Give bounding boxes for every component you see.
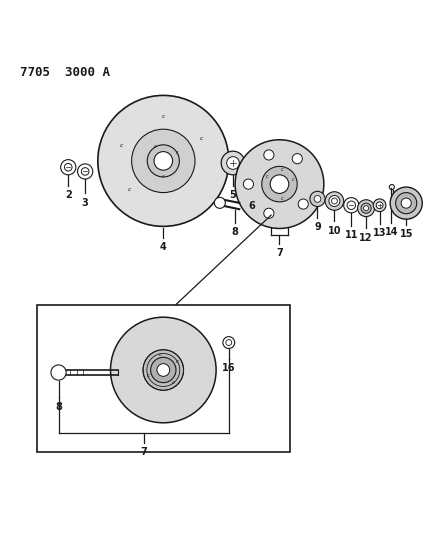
Text: 14: 14 — [385, 227, 398, 237]
Circle shape — [157, 364, 169, 376]
Circle shape — [151, 357, 176, 383]
Circle shape — [227, 157, 239, 169]
Text: c: c — [281, 167, 283, 173]
Circle shape — [143, 350, 184, 390]
Circle shape — [81, 168, 89, 175]
Circle shape — [247, 169, 257, 178]
Text: c: c — [281, 196, 283, 201]
Text: 6: 6 — [249, 201, 256, 211]
Circle shape — [298, 199, 308, 209]
Circle shape — [358, 200, 374, 216]
Circle shape — [262, 166, 297, 202]
Circle shape — [270, 175, 289, 193]
Circle shape — [154, 151, 172, 170]
Text: 12: 12 — [360, 233, 373, 243]
Circle shape — [132, 129, 195, 192]
Text: 7705  3000 A: 7705 3000 A — [20, 66, 110, 79]
Text: c: c — [172, 380, 175, 385]
Circle shape — [331, 198, 337, 204]
Circle shape — [292, 154, 302, 164]
Text: 10: 10 — [328, 225, 341, 236]
Circle shape — [243, 164, 262, 183]
Text: c: c — [128, 187, 131, 192]
Text: 11: 11 — [345, 230, 358, 240]
Text: c: c — [162, 114, 165, 119]
Circle shape — [77, 164, 93, 179]
Circle shape — [363, 206, 369, 211]
Circle shape — [147, 145, 179, 177]
Circle shape — [264, 208, 274, 219]
Text: 8: 8 — [232, 228, 238, 237]
Circle shape — [361, 203, 371, 213]
Circle shape — [221, 151, 245, 175]
Text: 16: 16 — [222, 363, 235, 373]
Circle shape — [401, 198, 411, 208]
Text: c: c — [154, 144, 157, 149]
Circle shape — [61, 159, 76, 175]
Circle shape — [376, 202, 383, 208]
Text: 5: 5 — [230, 190, 236, 200]
Text: 13: 13 — [373, 229, 386, 238]
Text: c: c — [159, 352, 162, 357]
Circle shape — [65, 164, 72, 171]
Circle shape — [325, 192, 344, 211]
Circle shape — [390, 187, 422, 219]
Text: c: c — [200, 136, 203, 141]
Text: 7: 7 — [140, 447, 147, 457]
Circle shape — [347, 201, 356, 209]
Circle shape — [235, 140, 324, 229]
Circle shape — [314, 196, 321, 203]
Text: c: c — [120, 143, 123, 148]
Circle shape — [264, 150, 274, 160]
Circle shape — [344, 198, 359, 213]
Circle shape — [98, 95, 229, 227]
Text: c: c — [162, 174, 165, 180]
Circle shape — [51, 365, 66, 380]
Text: 15: 15 — [399, 229, 413, 239]
Text: c: c — [266, 174, 268, 180]
Text: 4: 4 — [160, 243, 166, 253]
Circle shape — [244, 179, 253, 189]
Circle shape — [310, 191, 325, 206]
Circle shape — [373, 199, 386, 212]
Text: 2: 2 — [65, 190, 71, 200]
Bar — [36, 304, 290, 453]
Circle shape — [214, 197, 225, 208]
Circle shape — [395, 192, 417, 214]
Circle shape — [329, 196, 340, 206]
Text: c: c — [176, 150, 178, 155]
Text: c: c — [176, 359, 179, 365]
Text: 3: 3 — [82, 198, 89, 208]
Text: 9: 9 — [314, 222, 321, 232]
Text: c: c — [291, 177, 294, 182]
Text: c: c — [147, 373, 150, 378]
Circle shape — [223, 337, 235, 349]
Text: 7: 7 — [276, 248, 283, 259]
Text: 8: 8 — [55, 402, 62, 411]
Circle shape — [110, 317, 216, 423]
